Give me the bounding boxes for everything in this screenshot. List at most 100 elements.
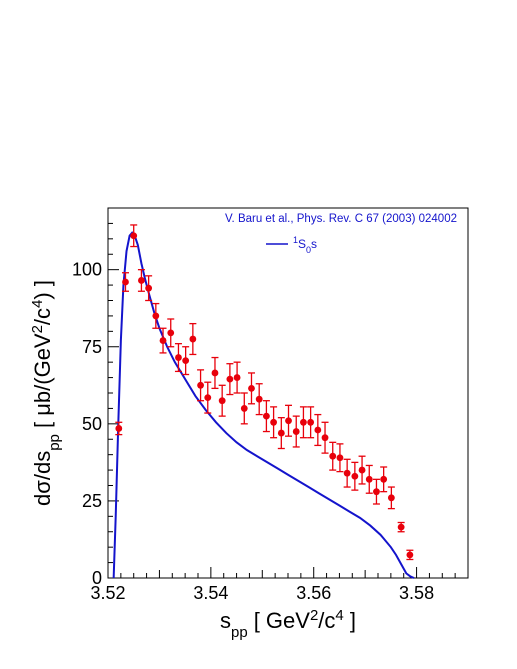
series-line-model — [112, 231, 415, 579]
x-axis-label-unit-open: [ GeV — [254, 608, 311, 633]
data-point — [204, 381, 212, 414]
data-marker — [255, 395, 263, 403]
data-point — [130, 224, 138, 248]
data-marker — [321, 434, 329, 442]
data-point — [174, 343, 182, 373]
data-marker — [175, 354, 182, 361]
y-axis-label-main: dσ/ds — [30, 451, 55, 506]
data-marker — [263, 412, 270, 420]
data-marker — [285, 417, 292, 425]
legend-sub: 0 — [306, 245, 311, 255]
data-marker — [314, 426, 322, 434]
data-point — [226, 363, 234, 396]
y-axis-label-unit-open: [ μb/(GeV — [30, 333, 55, 434]
data-marker — [300, 418, 307, 426]
data-marker — [292, 428, 300, 435]
axis-ticks — [107, 207, 469, 579]
data-point — [240, 392, 248, 425]
data-point — [137, 269, 145, 292]
data-marker — [351, 472, 359, 480]
data-point — [365, 464, 373, 494]
x-axis-label-sub: pp — [231, 624, 248, 641]
x-tick-label: 3.58 — [399, 583, 434, 603]
data-point — [189, 322, 197, 356]
data-points — [115, 224, 414, 561]
y-axis-label-unit-mid: /c — [30, 308, 55, 325]
data-marker — [358, 466, 366, 474]
x-axis-label-unit-sup2: 4 — [335, 607, 343, 624]
data-marker — [189, 335, 197, 343]
y-tick-label: 100 — [72, 260, 102, 280]
data-point — [152, 302, 160, 329]
data-marker — [343, 469, 351, 477]
data-marker — [197, 381, 204, 389]
legend-label-model: 1S0s — [293, 235, 317, 255]
x-axis-label: spp [ GeV2/c4 ] — [220, 607, 356, 641]
data-marker — [329, 452, 337, 460]
data-point — [233, 361, 241, 394]
data-marker — [233, 374, 241, 381]
y-tick-label: 50 — [82, 414, 102, 434]
data-point — [292, 415, 300, 448]
data-point — [159, 327, 167, 354]
data-point — [329, 441, 337, 471]
x-tick-label: 3.54 — [193, 583, 228, 603]
x-tick-label: 3.56 — [296, 583, 331, 603]
x-axis-label-main: s — [220, 608, 231, 633]
plot-frame — [107, 207, 469, 579]
y-axis-label-unit-sup2: 4 — [29, 300, 46, 308]
x-axis-label-unit-sup1: 2 — [310, 607, 318, 624]
data-point — [247, 372, 255, 405]
y-tick-label: 25 — [82, 491, 102, 511]
data-marker — [406, 551, 414, 559]
data-point — [115, 421, 123, 436]
data-marker — [373, 488, 380, 496]
data-point — [145, 275, 153, 302]
data-point — [167, 318, 175, 348]
data-point — [397, 521, 405, 533]
data-marker — [130, 232, 138, 240]
y-axis-label-sub: pp — [46, 434, 63, 451]
legend-tail: s — [311, 237, 317, 251]
data-point — [218, 384, 226, 417]
data-point — [121, 272, 129, 292]
legend-main: S — [298, 237, 306, 251]
data-marker — [248, 384, 255, 392]
y-tick-label: 75 — [82, 337, 102, 357]
data-point — [270, 406, 278, 439]
data-marker — [270, 418, 277, 426]
data-marker — [397, 523, 405, 531]
x-axis-label-unit-mid: /c — [318, 608, 335, 633]
data-point — [372, 478, 380, 505]
y-axis-label: dσ/dspp [ μb/(GeV2/c4) ] — [29, 280, 63, 506]
data-point — [351, 461, 359, 491]
legend-sup: 1 — [293, 235, 298, 245]
data-marker — [182, 357, 190, 365]
legend: 1S0s — [266, 235, 317, 255]
data-marker — [240, 405, 248, 412]
data-point — [211, 356, 219, 390]
data-point — [314, 413, 322, 447]
data-point — [358, 455, 366, 485]
data-point — [299, 406, 307, 439]
data-marker — [204, 394, 212, 402]
data-marker — [159, 337, 167, 344]
data-marker — [152, 312, 160, 320]
data-marker — [277, 429, 285, 437]
data-point — [262, 400, 270, 433]
data-marker — [226, 375, 234, 383]
data-marker — [218, 397, 226, 405]
data-marker — [380, 475, 388, 483]
data-point — [336, 443, 344, 473]
data-marker — [387, 494, 395, 502]
annotation-reference: V. Baru et al., Phys. Rev. C 67 (2003) 0… — [225, 213, 457, 225]
data-point — [182, 346, 190, 376]
axis-tick-labels: 3.52 3.54 3.56 3.58 0 25 50 75 100 — [72, 260, 434, 603]
data-marker — [115, 425, 123, 432]
data-point — [285, 404, 293, 437]
x-axis-label-unit-close: ] — [344, 608, 356, 633]
y-axis-label-unit-sup1: 2 — [29, 325, 46, 333]
data-marker — [336, 454, 344, 462]
data-marker — [122, 278, 129, 286]
